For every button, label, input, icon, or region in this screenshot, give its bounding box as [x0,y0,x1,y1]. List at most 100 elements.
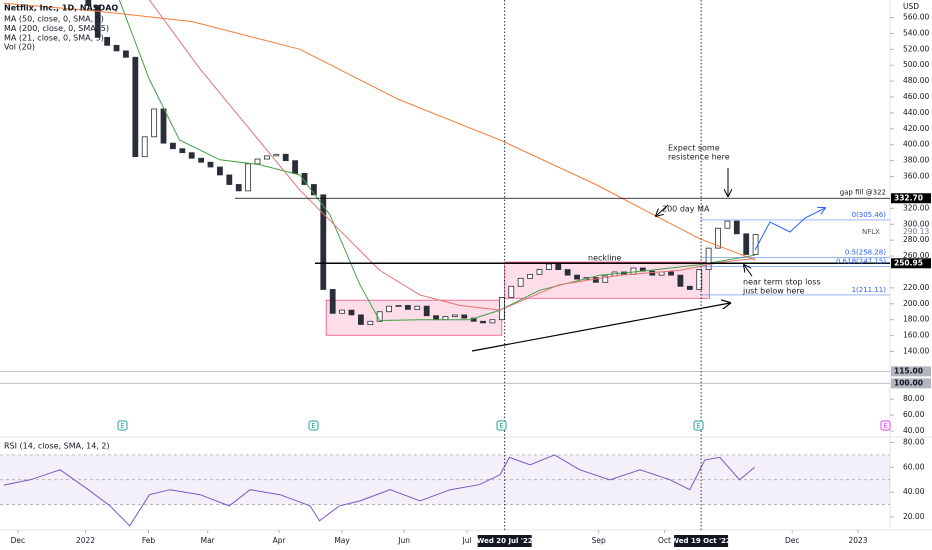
x-tick-label: May [334,536,350,545]
y-tick-label: 180.00 [903,315,929,324]
x-tick-label: Dec [785,536,800,545]
candle [94,5,101,38]
candle [404,304,411,310]
candle [480,320,486,324]
candle [320,194,327,290]
candle [170,142,176,150]
earnings-badge [693,420,704,431]
level-label: 115.00 [894,366,923,375]
moving-average [148,0,755,311]
annotation: 200 day MA [662,205,710,214]
y-tick-label: 420.00 [903,124,929,133]
x-tick-label: Jun [397,536,410,545]
rsi-tick-label: 40.00 [903,487,925,496]
candle [273,153,280,157]
candle [545,263,552,270]
y-tick-label: 320.00 [903,203,929,212]
annotation: resistence here [668,153,730,162]
rsi-line [3,454,756,527]
candle [696,269,703,290]
annotation: neckline [588,254,622,263]
x-tick-label: 2022 [76,536,95,545]
candle [423,305,430,317]
fib-label: 0(305.46) [852,211,887,219]
candle [433,315,439,321]
x-tick-label: Feb [142,536,156,545]
earnings-badge [308,420,319,431]
y-tick-label: 260.00 [903,251,929,260]
fib-label: 0.618(247.15) [836,257,886,265]
candle [292,160,299,174]
rsi-tick-label: 20.00 [903,512,925,521]
candle [592,277,599,283]
candle [151,108,158,138]
earnings-text: E [311,422,315,430]
ma-legend: MA (50, close, 0, SMA, 5) [4,15,104,24]
y-tick-label: 540.00 [903,28,929,37]
level-label: 100.00 [894,378,923,387]
y-tick-label: 200.00 [903,299,929,308]
candle [348,309,355,316]
candle [104,36,111,46]
pattern-zone [325,299,503,336]
candle [282,153,289,162]
candle [386,305,392,313]
level-badge [891,366,931,377]
y-tick-label: 560.00 [903,12,929,21]
annotation: Expect some [668,144,720,153]
candle [668,271,674,276]
level-badge [891,193,931,204]
fib-label: 0.5(258.28) [845,248,886,256]
candle [85,0,92,6]
candle [395,304,402,307]
candle [630,267,637,275]
annotation: near term stop loss [743,278,821,287]
candle [724,220,731,229]
y-tick-label: 280.00 [903,235,929,244]
y-tick-label: 360.00 [903,172,929,181]
candle [264,155,270,160]
candle [329,289,336,314]
fib-label: 1(211.11) [852,286,887,294]
y-tick-label: 80.00 [903,394,925,403]
candle [461,314,468,319]
y-tick-label: 520.00 [903,44,929,53]
crosshair-badge [477,535,532,547]
earnings-text: E [120,422,124,430]
candle [367,320,374,325]
candle [414,305,421,310]
y-tick-label: 300.00 [903,219,929,228]
candle [517,277,524,287]
candle [245,163,252,192]
y-tick-label: 460.00 [903,92,929,101]
candle [508,285,515,298]
x-tick-label: Dec [11,536,26,545]
y-tick-label: 380.00 [903,156,929,165]
candle [235,184,242,192]
rsi-tick-label: 80.00 [903,437,925,446]
level-note: gap fill @322 [840,188,886,196]
last-price-label: 290.13 [903,227,929,236]
candle [188,152,195,159]
candle [715,227,721,249]
candle [733,220,740,235]
candle [705,247,712,270]
volume-legend: Vol (20) [4,43,35,52]
candle [113,44,120,52]
y-tick-label: 440.00 [903,108,929,117]
candle [677,274,684,287]
candle [198,157,205,163]
arrow [656,204,669,216]
y-tick-label: 480.00 [903,76,929,85]
ma-legend: MA (21, close, 0, SMA, 5) [4,34,104,43]
arrow [744,265,753,277]
level-label: 332.70 [894,193,923,202]
candle [686,285,693,290]
earnings-badge [496,420,507,431]
level-badge [891,258,931,269]
earnings-badge [117,420,128,431]
candle [123,50,129,58]
currency-label: USD [903,2,919,11]
y-tick-label: 400.00 [903,140,929,149]
